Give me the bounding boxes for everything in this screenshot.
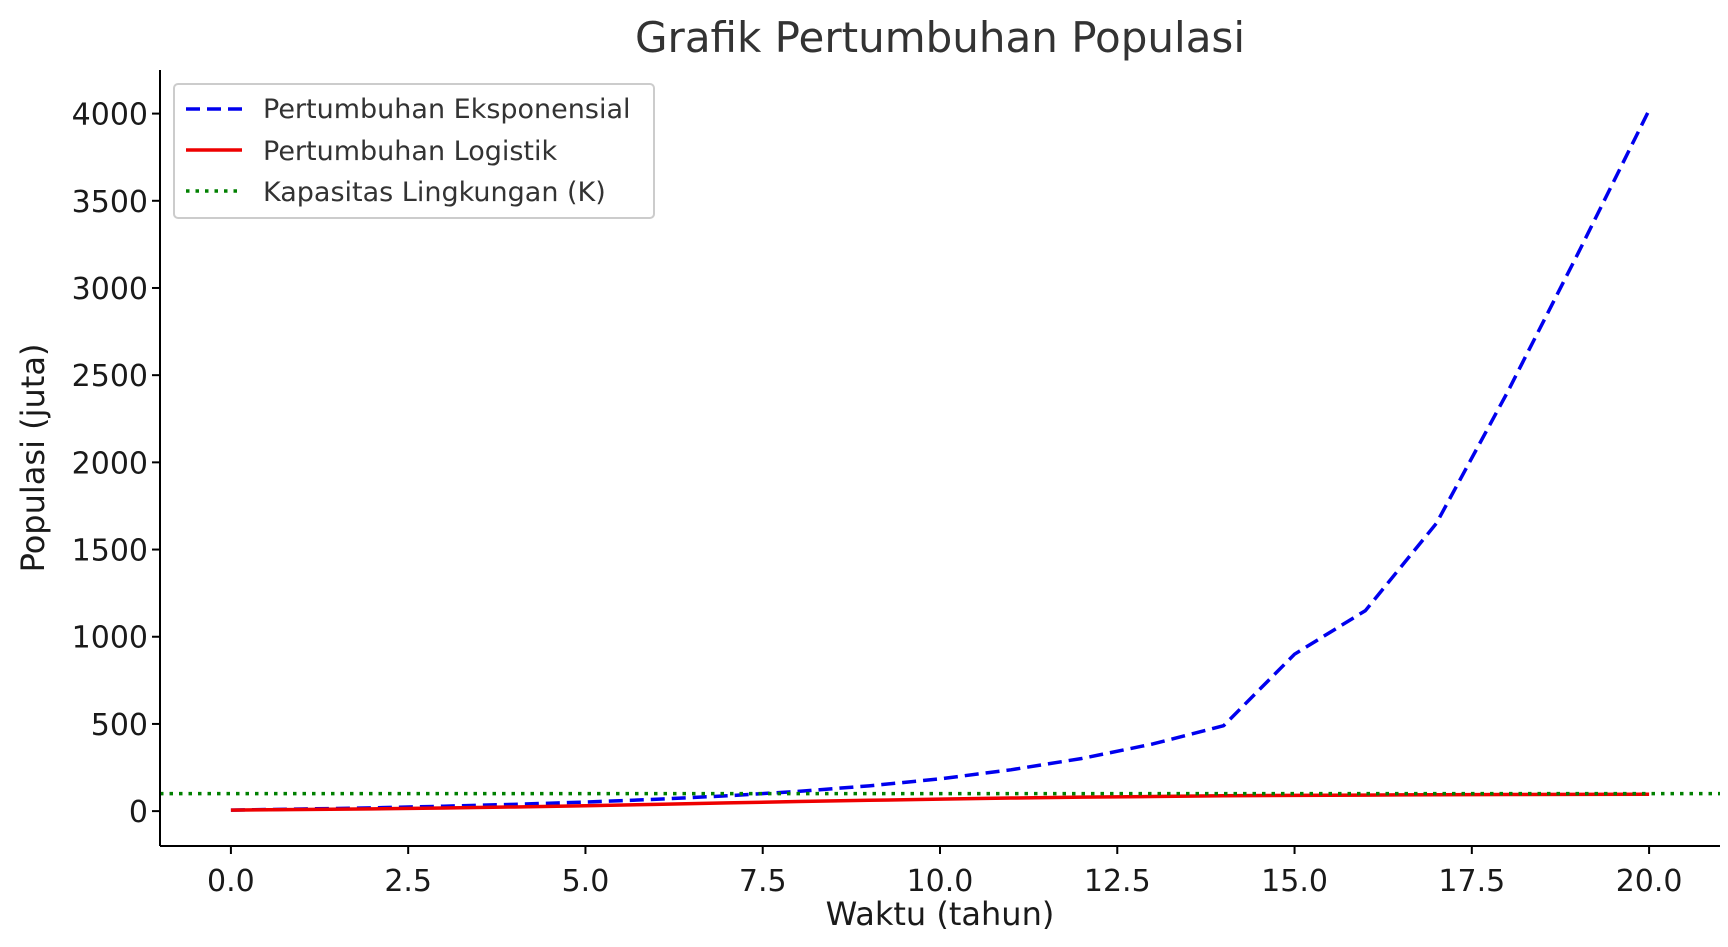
legend-label-logistic: Pertumbuhan Logistik — [263, 136, 558, 167]
y-tick-label: 2500 — [72, 359, 148, 394]
x-tick-label: 20.0 — [1616, 864, 1683, 899]
x-tick-label: 0.0 — [207, 864, 255, 899]
y-ticks: 0 500 1000 1500 2000 2500 3000 3500 4000 — [72, 98, 160, 830]
series-line-1 — [230, 792, 1650, 812]
series-layer — [160, 109, 1720, 812]
y-tick-label: 0 — [129, 795, 148, 830]
y-tick-label: 1500 — [72, 534, 148, 569]
legend-label-capacity: Kapasitas Lingkungan (K) — [263, 177, 606, 208]
x-tick-label: 17.5 — [1438, 864, 1505, 899]
x-tick-label: 12.5 — [1084, 864, 1151, 899]
y-tick-label: 1000 — [72, 621, 148, 656]
legend: Pertumbuhan Eksponensial Pertumbuhan Log… — [173, 83, 655, 219]
y-tick-label: 4000 — [72, 98, 148, 133]
legend-box — [173, 83, 655, 219]
chart-title: Grafik Pertumbuhan Populasi — [635, 13, 1245, 62]
x-tick-label: 5.0 — [562, 864, 610, 899]
legend-label-exponential: Pertumbuhan Eksponensial — [263, 94, 631, 125]
plot-area — [160, 109, 1720, 812]
x-axis-label: Waktu (tahun) — [826, 895, 1055, 933]
series-line-0 — [230, 109, 1651, 812]
y-tick-label: 2000 — [72, 446, 148, 481]
x-tick-label: 10.0 — [907, 864, 974, 899]
y-tick-label: 500 — [91, 708, 148, 743]
y-tick-label: 3000 — [72, 272, 148, 307]
x-tick-label: 7.5 — [739, 864, 787, 899]
x-tick-label: 2.5 — [384, 864, 432, 899]
y-tick-label: 3500 — [72, 185, 148, 220]
x-ticks: 0.0 2.5 5.0 7.5 10.0 12.5 15.0 17.5 20.0 — [207, 846, 1682, 899]
x-tick-label: 15.0 — [1261, 864, 1328, 899]
y-axis-label: Populasi (juta) — [14, 344, 52, 573]
